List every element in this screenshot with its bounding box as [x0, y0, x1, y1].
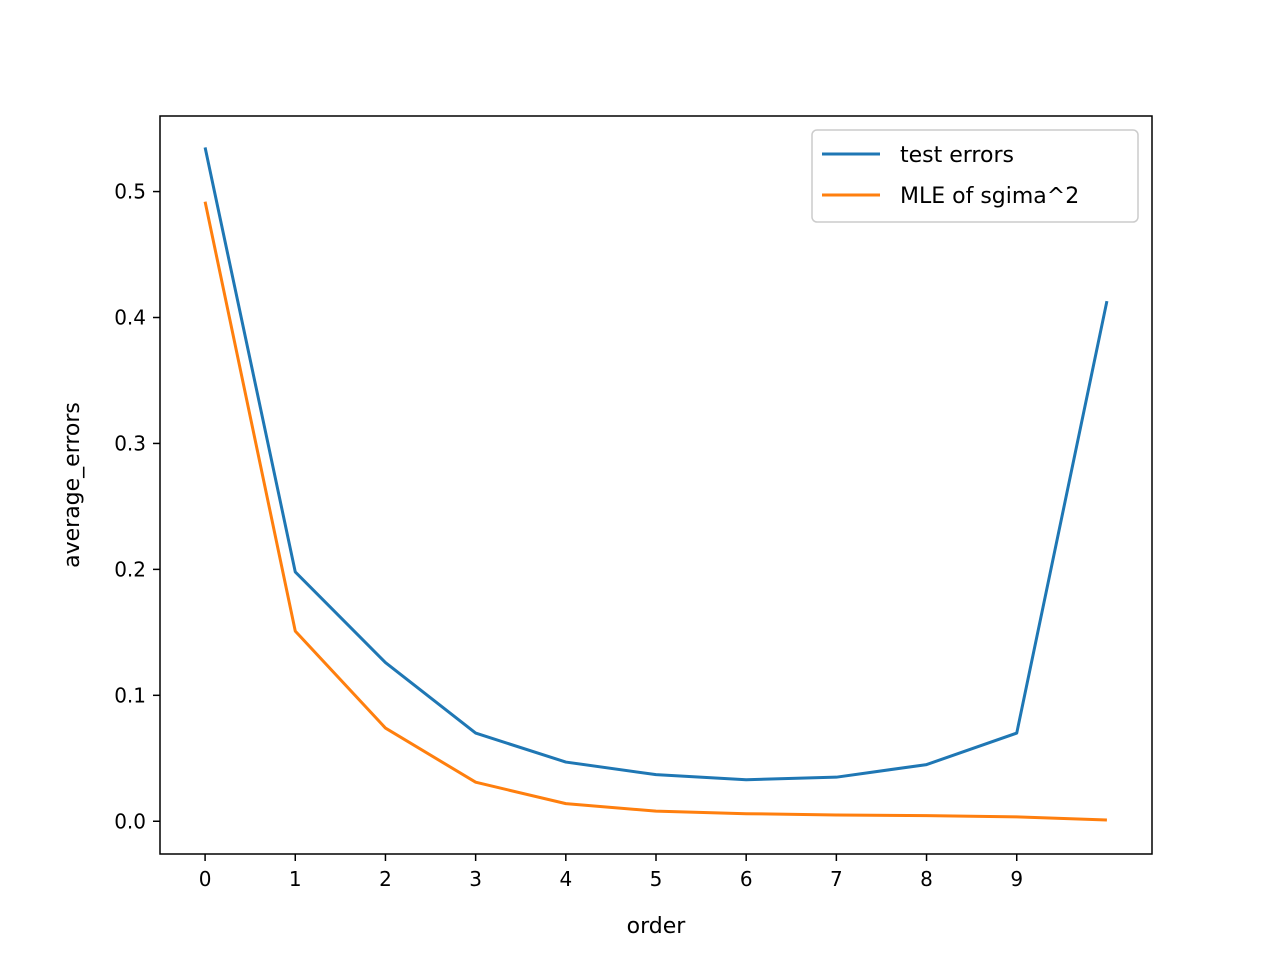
series-line-1	[203, 201, 1107, 822]
y-axis-label: average_errors	[60, 402, 85, 568]
x-tick-label: 4	[559, 867, 572, 891]
y-tick-label: 0.1	[114, 683, 146, 707]
y-tick-label: 0.4	[114, 306, 146, 330]
x-tick-label: 2	[379, 867, 392, 891]
x-axis: 0 1 2 3 4 5 6 7 8 9	[199, 854, 1023, 891]
x-tick-label: 7	[830, 867, 843, 891]
legend-box	[811, 129, 1139, 223]
legend-label-0: test errors	[900, 143, 1014, 168]
y-axis: 0.0 0.1 0.2 0.3 0.4 0.5	[114, 180, 160, 833]
y-tick-label: 0.3	[114, 431, 146, 455]
y-tick-label: 0.0	[114, 809, 146, 833]
y-tick-label: 0.5	[114, 180, 146, 204]
legend: test errors MLE of sgima^2	[811, 129, 1139, 223]
x-tick-label: 1	[289, 867, 302, 891]
legend-label-1: MLE of sgima^2	[900, 184, 1079, 209]
series-line-0	[203, 147, 1109, 782]
x-tick-label: 3	[469, 867, 482, 891]
series-layer	[203, 147, 1109, 822]
x-axis-label: order	[627, 914, 687, 939]
x-tick-label: 9	[1010, 867, 1023, 891]
y-tick-label: 0.2	[114, 557, 146, 581]
x-tick-label: 0	[199, 867, 212, 891]
x-tick-label: 8	[920, 867, 933, 891]
x-tick-label: 6	[740, 867, 753, 891]
x-tick-label: 5	[650, 867, 663, 891]
